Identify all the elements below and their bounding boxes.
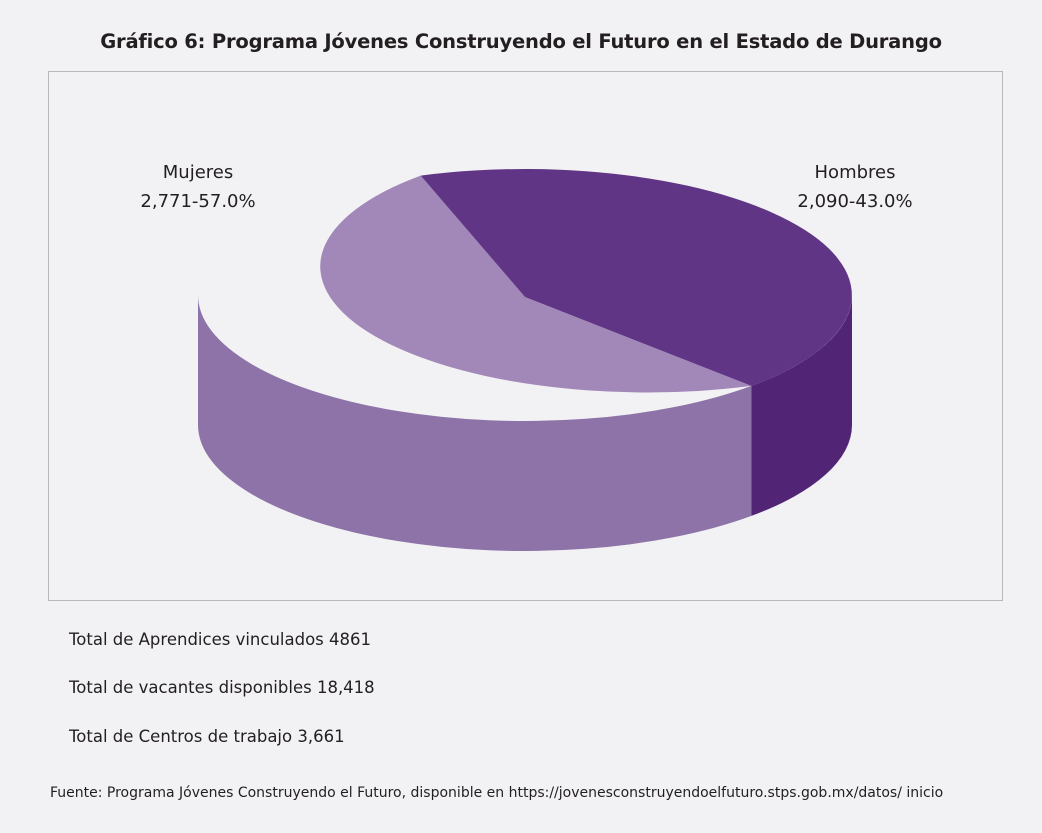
slice-value-hombres: 2,090-43.0% <box>797 191 912 212</box>
pie-tops <box>320 169 852 393</box>
slice-side-hombres <box>751 295 852 516</box>
total-aprendices: Total de Aprendices vinculados 4861 <box>69 630 371 649</box>
slice-top-hombres <box>420 169 852 386</box>
slice-name-hombres: Hombres <box>815 162 896 183</box>
total-vacantes: Total de vacantes disponibles 18,418 <box>69 678 375 697</box>
source-note: Fuente: Programa Jóvenes Construyendo el… <box>50 785 944 801</box>
slice-top-mujeres <box>320 175 752 393</box>
total-centros: Total de Centros de trabajo 3,661 <box>69 727 345 746</box>
pie-chart: Mujeres 2,771-57.0% Hombres 2,090-43.0% <box>140 162 913 551</box>
pie-sides <box>198 295 852 551</box>
slice-name-mujeres: Mujeres <box>163 162 233 183</box>
slice-side-mujeres <box>198 295 752 551</box>
slice-value-mujeres: 2,771-57.0% <box>140 191 255 212</box>
chart-title: Gráfico 6: Programa Jóvenes Construyendo… <box>100 30 942 53</box>
pie-labels: Mujeres 2,771-57.0% Hombres 2,090-43.0% <box>140 162 912 212</box>
